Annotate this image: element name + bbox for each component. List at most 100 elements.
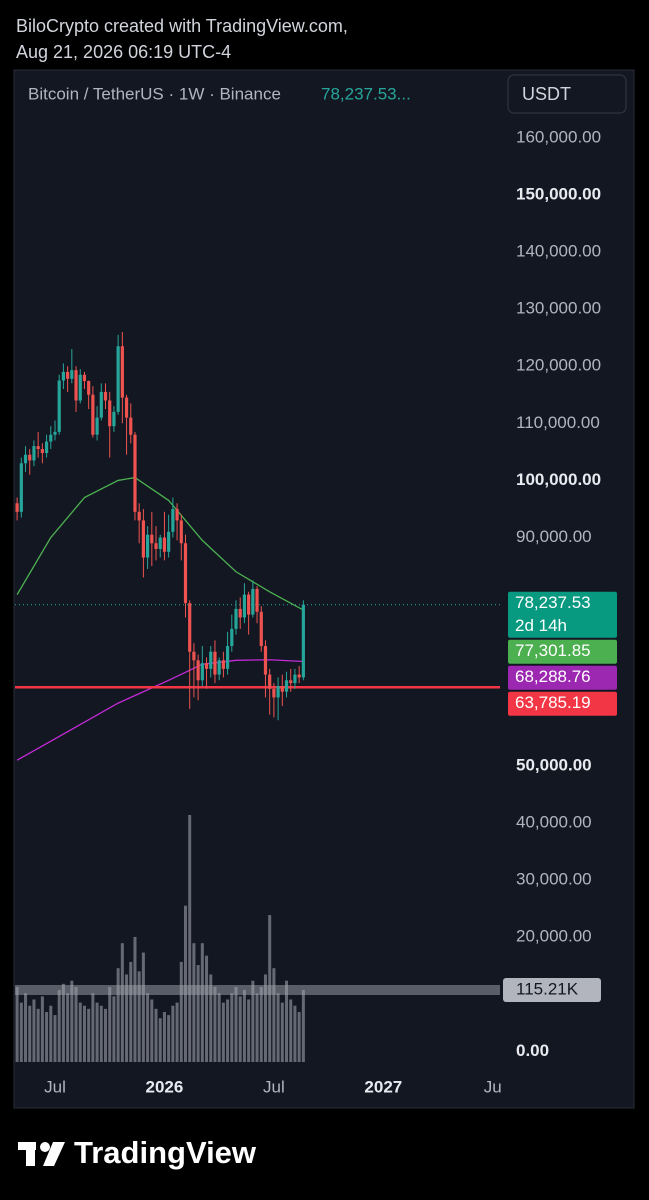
volume-bar <box>87 1008 91 1062</box>
currency-button[interactable] <box>507 74 627 114</box>
y-tick-label: 30,000.00 <box>516 870 592 889</box>
candle-body <box>36 446 40 450</box>
candle-body <box>91 394 95 435</box>
volume-bar <box>129 961 133 1062</box>
volume-bar <box>154 1008 158 1062</box>
volume-bar <box>120 943 124 1062</box>
candle-body <box>192 651 196 661</box>
price-tag-sub: 2d 14h <box>515 616 567 635</box>
candle-body <box>167 531 171 552</box>
volume-bar <box>104 1008 108 1062</box>
brand-name: TradingView <box>74 1135 257 1170</box>
candle-body <box>74 370 78 401</box>
candle-body <box>70 370 74 379</box>
volume-bar <box>19 1002 23 1062</box>
candle-body <box>280 685 284 692</box>
volume-bar <box>217 993 221 1062</box>
candle-body <box>272 688 276 698</box>
candle-body <box>217 660 221 675</box>
candle-body <box>129 417 133 435</box>
volume-bar <box>15 986 19 1062</box>
y-tick-label: 150,000.00 <box>516 184 601 203</box>
volume-bar <box>234 986 238 1062</box>
candle-body <box>108 400 112 427</box>
volume-bar <box>259 986 263 1062</box>
volume-bar <box>141 952 145 1062</box>
candle-body <box>116 346 120 412</box>
candle-body <box>124 397 129 418</box>
candle-body <box>78 374 82 401</box>
x-tick-label: Jul <box>263 1077 285 1096</box>
volume-bar <box>213 986 217 1062</box>
candle-body <box>49 434 53 442</box>
candle-body <box>112 411 116 427</box>
header-line: Aug 21, 2026 06:19 UTC-4 <box>16 42 231 62</box>
volume-bar <box>36 1008 40 1062</box>
candle-body <box>87 381 91 395</box>
price-tag <box>508 639 617 664</box>
volume-bar <box>108 986 112 1062</box>
volume-bar <box>24 993 28 1062</box>
candle-body <box>57 380 61 432</box>
volume-bar <box>112 996 116 1062</box>
volume-bar <box>280 1002 284 1062</box>
volume-bar <box>272 968 276 1062</box>
candle-body <box>183 543 188 604</box>
candle-body <box>289 680 293 684</box>
y-tick-label: 120,000.00 <box>516 356 601 375</box>
candle-body <box>82 374 87 382</box>
y-tick-label: 40,000.00 <box>516 813 592 832</box>
price-tag <box>508 665 617 690</box>
candle-body <box>196 660 200 681</box>
candle-body <box>175 508 179 521</box>
candle-body <box>238 608 242 618</box>
volume-bar <box>40 996 44 1062</box>
volume-bar <box>162 1011 166 1062</box>
y-tick-label: 50,000.00 <box>516 755 592 774</box>
volume-bar <box>293 1005 297 1062</box>
candle-body <box>146 534 150 558</box>
volume-bar <box>242 990 246 1062</box>
volume-bar <box>116 968 120 1062</box>
volume-bar <box>188 815 192 1062</box>
volume-bar <box>74 986 78 1062</box>
candle-body <box>154 543 158 549</box>
candle-body <box>61 371 66 381</box>
y-tick-label: 20,000.00 <box>516 927 592 946</box>
candle-body <box>179 520 183 544</box>
candle-body <box>230 628 234 647</box>
candle-body <box>301 604 305 678</box>
symbol-info: Bitcoin / TetherUS · 1W · Binance <box>28 84 281 103</box>
candle-body <box>225 646 230 669</box>
price-tag-label: 63,785.19 <box>515 693 591 712</box>
volume-bar <box>263 974 267 1062</box>
price-tag-label: 68,288.76 <box>515 667 591 686</box>
candle-body <box>209 651 213 669</box>
volume-bar <box>146 993 150 1062</box>
candle-body <box>204 663 209 669</box>
candle-body <box>99 391 103 418</box>
y-tick-label: 110,000.00 <box>516 413 600 432</box>
candle-body <box>44 441 49 454</box>
candle-body <box>297 674 301 678</box>
volume-bar <box>53 1015 57 1062</box>
volume-bar <box>158 1018 162 1062</box>
candle-body <box>200 663 204 681</box>
candle-body <box>15 503 19 512</box>
volume-bar <box>226 999 230 1062</box>
volume-bar <box>78 1002 82 1062</box>
candle-body <box>120 346 124 398</box>
volume-bar <box>49 1005 53 1062</box>
y-tick-label: 160,000.00 <box>516 127 601 146</box>
candle-body <box>234 608 238 629</box>
volume-bar <box>221 1002 225 1062</box>
volume-tag-box <box>503 977 601 1002</box>
candle-body <box>141 520 145 558</box>
price-tag-label: 78,237.53 <box>515 593 591 612</box>
currency-label[interactable]: USDT <box>522 84 571 104</box>
volume-bar <box>61 983 65 1062</box>
volume-bar <box>150 999 154 1062</box>
price-tag <box>508 691 617 716</box>
y-tick-label: 130,000.00 <box>516 299 601 318</box>
